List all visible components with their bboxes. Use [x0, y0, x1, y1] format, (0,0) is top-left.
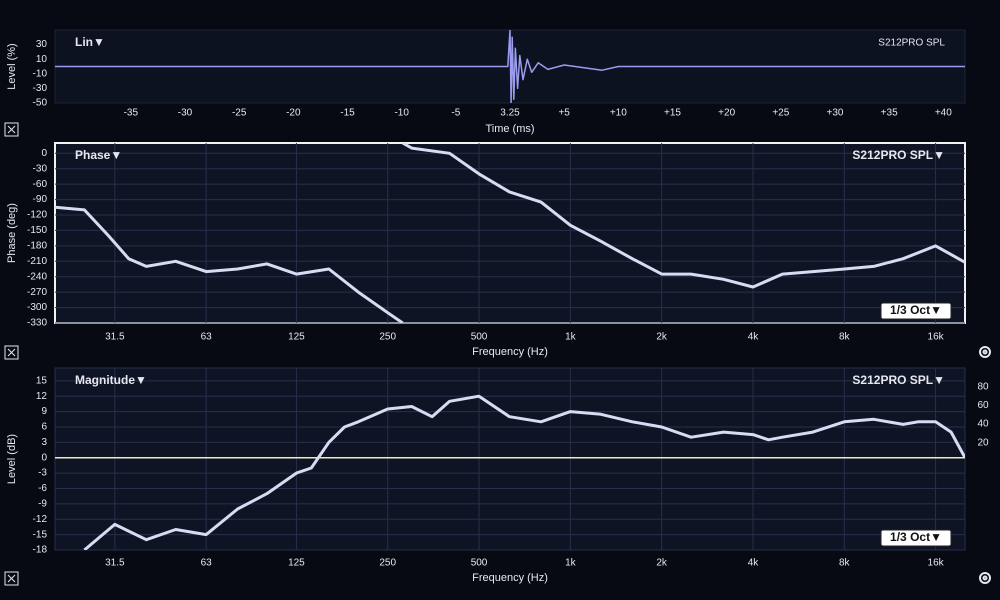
y-tick-label: 0 — [41, 452, 47, 463]
y-tick-label: -270 — [27, 287, 47, 298]
y-tick-label: -330 — [27, 318, 47, 329]
x-tick-label: +15 — [664, 108, 681, 119]
y-tick-label: -300 — [27, 302, 47, 313]
x-tick-label: -10 — [394, 108, 409, 119]
x-tick-label: 63 — [201, 558, 213, 569]
y-axis-label: Level (dB) — [6, 434, 18, 484]
x-tick-label: 16k — [928, 558, 945, 569]
x-axis-label: Time (ms) — [485, 123, 534, 135]
x-tick-label: 4k — [748, 558, 760, 569]
x-axis-label: Frequency (Hz) — [472, 346, 548, 358]
smoothing-selector[interactable]: 1/3 Oct▼ — [890, 530, 942, 544]
x-tick-label: -25 — [232, 108, 247, 119]
y2-tick-label: 60 — [977, 400, 989, 411]
y-tick-label: 0 — [41, 148, 47, 159]
y-tick-label: -120 — [27, 210, 47, 221]
y-tick-label: 30 — [36, 39, 48, 50]
y-tick-label: -15 — [33, 529, 48, 540]
trace-label[interactable]: S212PRO SPL▼ — [852, 373, 945, 387]
y2-tick-label: 40 — [977, 419, 989, 430]
y-axis-label: Level (%) — [6, 43, 18, 89]
x-tick-label: 1k — [565, 558, 577, 569]
smoothing-box — [880, 529, 952, 547]
y-tick-label: -9 — [38, 498, 47, 509]
x-tick-label: 500 — [471, 332, 488, 343]
x-tick-label: +5 — [558, 108, 570, 119]
close-button[interactable] — [4, 345, 19, 360]
y-tick-label: -60 — [33, 179, 48, 190]
x-tick-label: +35 — [881, 108, 898, 119]
settings-gear[interactable] — [979, 346, 991, 358]
close-button[interactable] — [4, 122, 19, 137]
y-tick-label: -18 — [33, 545, 48, 556]
x-tick-label: 500 — [471, 558, 488, 569]
trace — [83, 394, 965, 550]
y-tick-label: 15 — [36, 375, 48, 386]
y-tick-label: 12 — [36, 391, 48, 402]
x-tick-label: +10 — [610, 108, 627, 119]
panel-title[interactable]: Phase▼ — [75, 148, 122, 162]
y-tick-label: -240 — [27, 271, 47, 282]
plot-area — [54, 142, 966, 324]
smoothing-selector[interactable]: 1/3 Oct▼ — [890, 303, 942, 317]
y-tick-label: -180 — [27, 240, 47, 251]
trace-label[interactable]: S212PRO SPL▼ — [852, 148, 945, 162]
x-tick-label: 250 — [379, 332, 396, 343]
x-tick-label: 16k — [928, 332, 945, 343]
x-tick-label: 2k — [656, 558, 668, 569]
x-tick-label: 125 — [288, 558, 305, 569]
x-tick-label: +30 — [827, 108, 844, 119]
settings-gear[interactable] — [979, 572, 991, 584]
y2-tick-label: 80 — [977, 381, 989, 392]
x-tick-label: 31.5 — [105, 332, 125, 343]
x-tick-label: 4k — [748, 332, 760, 343]
y-tick-label: -30 — [33, 163, 48, 174]
x-tick-label: -30 — [178, 108, 193, 119]
x-tick-label: 31.5 — [105, 558, 125, 569]
trace — [55, 143, 965, 323]
x-tick-label: +20 — [718, 108, 735, 119]
y-tick-label: 6 — [41, 422, 47, 433]
x-tick-label: 125 — [288, 332, 305, 343]
x-tick-label: -20 — [286, 108, 301, 119]
x-tick-label: 2k — [656, 332, 668, 343]
x-tick-label: 1k — [565, 332, 577, 343]
x-tick-label: 3.25 — [500, 108, 520, 119]
x-tick-label: -35 — [124, 108, 139, 119]
y-tick-label: -3 — [38, 468, 47, 479]
x-tick-label: +40 — [935, 108, 952, 119]
y-tick-label: -90 — [33, 194, 48, 205]
panel-title[interactable]: Magnitude▼ — [75, 373, 147, 387]
y-tick-label: 9 — [41, 406, 47, 417]
y-axis-label: Phase (deg) — [6, 203, 18, 263]
x-tick-label: 63 — [201, 332, 213, 343]
y-tick-label: -30 — [33, 83, 48, 94]
y-tick-label: 10 — [36, 54, 48, 65]
y-tick-label: -150 — [27, 225, 47, 236]
x-axis-label: Frequency (Hz) — [472, 572, 548, 584]
close-button[interactable] — [4, 571, 19, 586]
y-tick-label: -12 — [33, 514, 48, 525]
x-tick-label: -5 — [451, 108, 460, 119]
plot-area — [54, 367, 966, 551]
trace-label[interactable]: S212PRO SPL — [878, 38, 945, 49]
smoothing-box — [880, 302, 952, 320]
y-tick-label: -10 — [33, 68, 48, 79]
x-tick-label: -15 — [340, 108, 355, 119]
y-tick-label: 3 — [41, 437, 47, 448]
y-tick-label: -50 — [33, 98, 48, 109]
x-tick-label: 250 — [379, 558, 396, 569]
y2-tick-label: 20 — [977, 437, 989, 448]
x-tick-label: 8k — [839, 332, 851, 343]
trace — [55, 30, 965, 103]
y-tick-label: -6 — [38, 483, 47, 494]
panel-title[interactable]: Lin▼ — [75, 35, 105, 49]
y-tick-label: -210 — [27, 256, 47, 267]
x-tick-label: +25 — [772, 108, 789, 119]
x-tick-label: 8k — [839, 558, 851, 569]
